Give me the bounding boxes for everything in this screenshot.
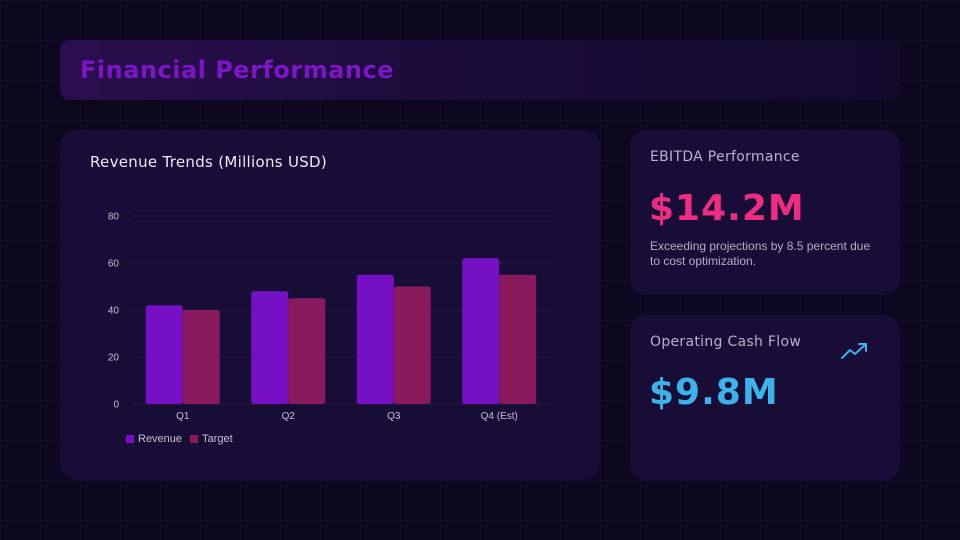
bar-target-3 xyxy=(393,286,431,404)
bar-target-2 xyxy=(288,298,326,404)
cash-flow-card: Operating Cash Flow $9.8M xyxy=(630,315,900,480)
page-title: Financial Performance xyxy=(80,56,394,84)
x-tick-label: Q1 xyxy=(176,411,190,422)
revenue-bar-chart: 0 20 40 60 80 Q1 Q2 Q3 Q4 (Est) xyxy=(108,212,552,422)
y-tick-label: 60 xyxy=(108,259,120,270)
bar-revenue-1 xyxy=(145,305,183,404)
y-tick-label: 40 xyxy=(108,306,120,317)
bar-target-1 xyxy=(182,310,220,404)
y-tick-label: 0 xyxy=(113,400,119,411)
legend-swatch xyxy=(126,435,134,443)
ebitda-value: $14.2M xyxy=(649,188,805,229)
cash-flow-label: Operating Cash Flow xyxy=(650,334,802,350)
y-tick-label: 20 xyxy=(108,353,120,364)
legend-label: Target xyxy=(202,433,233,445)
x-tick-label: Q2 xyxy=(282,411,296,422)
x-tick-label: Q4 (Est) xyxy=(481,411,518,422)
ebitda-description: Exceeding projections by 8.5 percent due… xyxy=(650,239,871,268)
bar-revenue-4 xyxy=(462,258,500,404)
ebitda-card: EBITDA Performance $14.2M Exceeding proj… xyxy=(630,130,900,295)
bar-target-4 xyxy=(499,274,537,404)
bar-revenue-2 xyxy=(251,291,289,404)
legend-swatch xyxy=(190,435,199,443)
cash-flow-value: $9.8M xyxy=(649,372,779,413)
chart-title: Revenue Trends (Millions USD) xyxy=(90,153,328,171)
x-tick-label: Q3 xyxy=(387,411,401,422)
bar-revenue-3 xyxy=(356,274,394,404)
trending-up-icon xyxy=(841,343,867,359)
y-tick-label: 80 xyxy=(108,212,120,223)
ebitda-label: EBITDA Performance xyxy=(650,149,800,165)
chart-legend: Revenue Target xyxy=(126,433,241,445)
legend-item-revenue: Revenue xyxy=(126,433,182,445)
title-bar: Financial Performance xyxy=(60,40,900,100)
legend-item-target: Target xyxy=(190,433,233,445)
revenue-chart-card: Revenue Trends (Millions USD) 0 20 40 60 80 Q… xyxy=(60,130,600,480)
legend-label: Revenue xyxy=(138,433,183,445)
